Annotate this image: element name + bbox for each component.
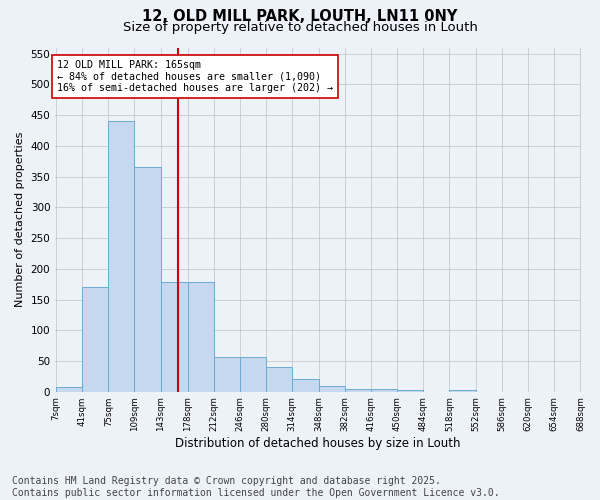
Bar: [319, 386, 345, 392]
Bar: [397, 390, 423, 392]
Text: Size of property relative to detached houses in Louth: Size of property relative to detached ho…: [122, 21, 478, 34]
Bar: [56, 387, 82, 392]
Bar: [345, 388, 371, 392]
Bar: [109, 120, 134, 392]
Bar: [240, 356, 266, 392]
Text: Contains HM Land Registry data © Crown copyright and database right 2025.
Contai: Contains HM Land Registry data © Crown c…: [12, 476, 500, 498]
Bar: [292, 380, 319, 392]
Bar: [371, 388, 397, 392]
X-axis label: Distribution of detached houses by size in Louth: Distribution of detached houses by size …: [175, 437, 461, 450]
Bar: [266, 367, 292, 392]
Text: 12, OLD MILL PARK, LOUTH, LN11 0NY: 12, OLD MILL PARK, LOUTH, LN11 0NY: [142, 9, 458, 24]
Bar: [134, 166, 161, 392]
Bar: [82, 287, 109, 392]
Bar: [449, 390, 476, 392]
Bar: [188, 282, 214, 392]
Bar: [161, 282, 188, 392]
Bar: [214, 356, 240, 392]
Y-axis label: Number of detached properties: Number of detached properties: [15, 132, 25, 308]
Text: 12 OLD MILL PARK: 165sqm
← 84% of detached houses are smaller (1,090)
16% of sem: 12 OLD MILL PARK: 165sqm ← 84% of detach…: [57, 60, 333, 93]
